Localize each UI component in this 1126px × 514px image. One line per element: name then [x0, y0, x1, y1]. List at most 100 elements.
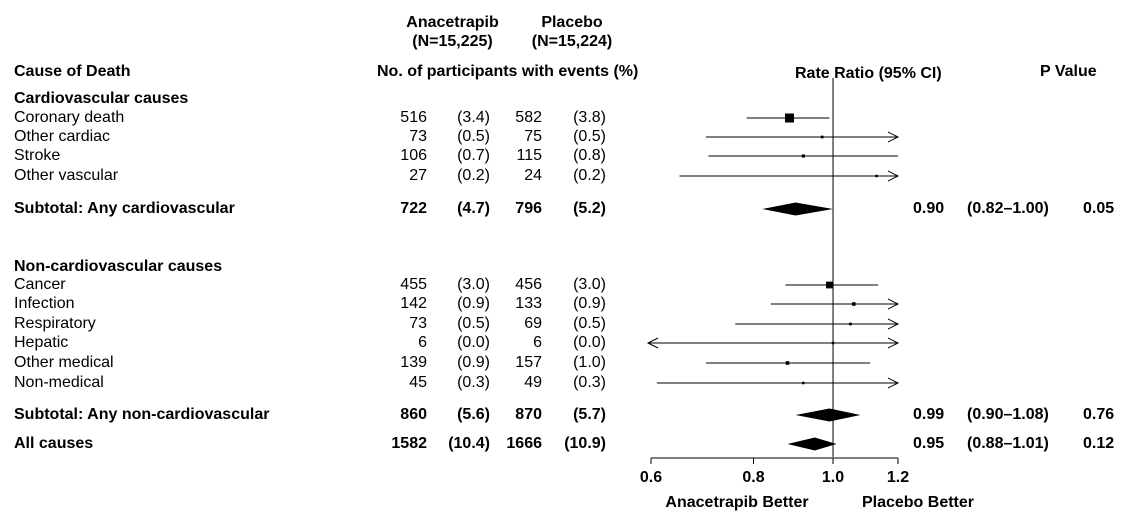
group1-percent: (5.6) — [457, 406, 490, 423]
summary-diamond — [787, 437, 837, 451]
p-value-column-header: P Value — [1040, 63, 1097, 80]
ci-arrow-left — [646, 337, 659, 349]
ci-arrow-right — [887, 131, 900, 143]
x-tick-label: 1.2 — [887, 469, 909, 486]
group2-events: 582 — [515, 109, 542, 126]
section-title-non-cardiovascular: Non-cardiovascular causes — [14, 258, 223, 275]
row-label: Other cardiac — [14, 128, 111, 145]
group1-events: 516 — [400, 109, 427, 126]
point-estimate-square — [785, 361, 790, 365]
rate-ratio-value: 0.99 — [913, 406, 945, 423]
favors-right-label: Placebo Better — [862, 494, 974, 511]
group1-events: 860 — [400, 406, 427, 423]
group1-percent: (0.9) — [457, 295, 490, 312]
ci-arrow-right — [887, 377, 900, 389]
group1-events: 722 — [400, 200, 427, 217]
ci-arrow-right — [887, 170, 900, 182]
point-estimate-square — [875, 174, 878, 178]
group1-percent: (0.2) — [457, 167, 490, 184]
point-estimate-square — [826, 281, 833, 289]
group2-events: 1666 — [506, 435, 542, 452]
point-estimate-square — [784, 113, 794, 123]
group2-percent: (5.2) — [573, 200, 606, 217]
group2-percent: (0.3) — [573, 374, 606, 391]
row-label: Hepatic — [14, 334, 69, 351]
group1-percent: (0.0) — [457, 334, 490, 351]
row-label: Stroke — [14, 147, 61, 164]
group1-percent: (10.4) — [448, 435, 490, 452]
group2-events: 157 — [515, 354, 542, 371]
group2-events: 796 — [515, 200, 542, 217]
group2-name: Placebo — [541, 14, 603, 31]
rate-ratio-column-header: Rate Ratio (95% CI) — [795, 65, 942, 82]
confidence-interval: (0.90–1.08) — [967, 406, 1049, 423]
group2-percent: (10.9) — [564, 435, 606, 452]
row-label: Non-medical — [14, 374, 104, 391]
group1-events: 142 — [400, 295, 427, 312]
rate-ratio-value: 0.95 — [913, 435, 945, 452]
group1-events: 73 — [409, 128, 427, 145]
x-tick-label: 0.6 — [640, 469, 662, 486]
group2-events: 69 — [524, 315, 542, 332]
group2-percent: (0.2) — [573, 167, 606, 184]
p-value: 0.76 — [1083, 406, 1115, 423]
group2-events: 6 — [533, 334, 542, 351]
group1-percent: (0.9) — [457, 354, 490, 371]
row-label: Subtotal: Any cardiovascular — [14, 200, 235, 217]
group2-percent: (5.7) — [573, 406, 606, 423]
group1-events: 455 — [400, 276, 427, 293]
group2-events: 133 — [515, 295, 542, 312]
group1-percent: (0.3) — [457, 374, 490, 391]
summary-diamond — [795, 408, 861, 422]
group1-percent: (0.5) — [457, 128, 490, 145]
confidence-interval: (0.88–1.01) — [967, 435, 1049, 452]
group2-events: 75 — [524, 128, 542, 145]
favors-left-label: Anacetrapib Better — [665, 494, 808, 511]
group2-events: 49 — [524, 374, 542, 391]
point-estimate-square — [802, 381, 805, 385]
row-label: Subtotal: Any non-cardiovascular — [14, 406, 270, 423]
group2-percent: (0.9) — [573, 295, 606, 312]
group1-percent: (4.7) — [457, 200, 490, 217]
group2-events: 870 — [515, 406, 542, 423]
ci-arrow-right — [887, 298, 900, 310]
x-tick-label: 0.8 — [742, 469, 764, 486]
row-label: Respiratory — [14, 315, 96, 332]
group1-events: 45 — [409, 374, 427, 391]
group1-percent: (0.5) — [457, 315, 490, 332]
group2-events: 456 — [515, 276, 542, 293]
point-estimate-square — [849, 322, 852, 326]
group1-percent: (3.0) — [457, 276, 490, 293]
group1-events: 73 — [409, 315, 427, 332]
group1-events: 139 — [400, 354, 427, 371]
rate-ratio-value: 0.90 — [913, 200, 945, 217]
group1-name: Anacetrapib — [406, 14, 499, 31]
group2-percent: (0.5) — [573, 315, 606, 332]
ci-arrow-right — [887, 318, 900, 330]
group1-events: 27 — [409, 167, 427, 184]
group1-events: 106 — [400, 147, 427, 164]
ci-arrow-right — [887, 337, 900, 349]
group2-percent: (0.0) — [573, 334, 606, 351]
row-label: Other medical — [14, 354, 114, 371]
x-tick-label: 1.0 — [822, 469, 844, 486]
group1-percent: (3.4) — [457, 109, 490, 126]
group1-percent: (0.7) — [457, 147, 490, 164]
group2-percent: (3.0) — [573, 276, 606, 293]
group1-n: (N=15,225) — [412, 33, 493, 50]
group2-percent: (3.8) — [573, 109, 606, 126]
p-value: 0.12 — [1083, 435, 1115, 452]
group1-events: 6 — [418, 334, 427, 351]
p-value: 0.05 — [1083, 200, 1115, 217]
summary-diamond — [762, 202, 834, 216]
section-title-cardiovascular: Cardiovascular causes — [14, 90, 189, 107]
row-label: Infection — [14, 295, 75, 312]
row-label: Cancer — [14, 276, 66, 293]
cause-column-header: Cause of Death — [14, 63, 131, 80]
row-label: All causes — [14, 435, 94, 452]
events-column-header: No. of participants with events (%) — [377, 63, 639, 80]
group2-n: (N=15,224) — [531, 33, 613, 50]
group1-events: 1582 — [391, 435, 427, 452]
group2-events: 115 — [516, 147, 542, 164]
